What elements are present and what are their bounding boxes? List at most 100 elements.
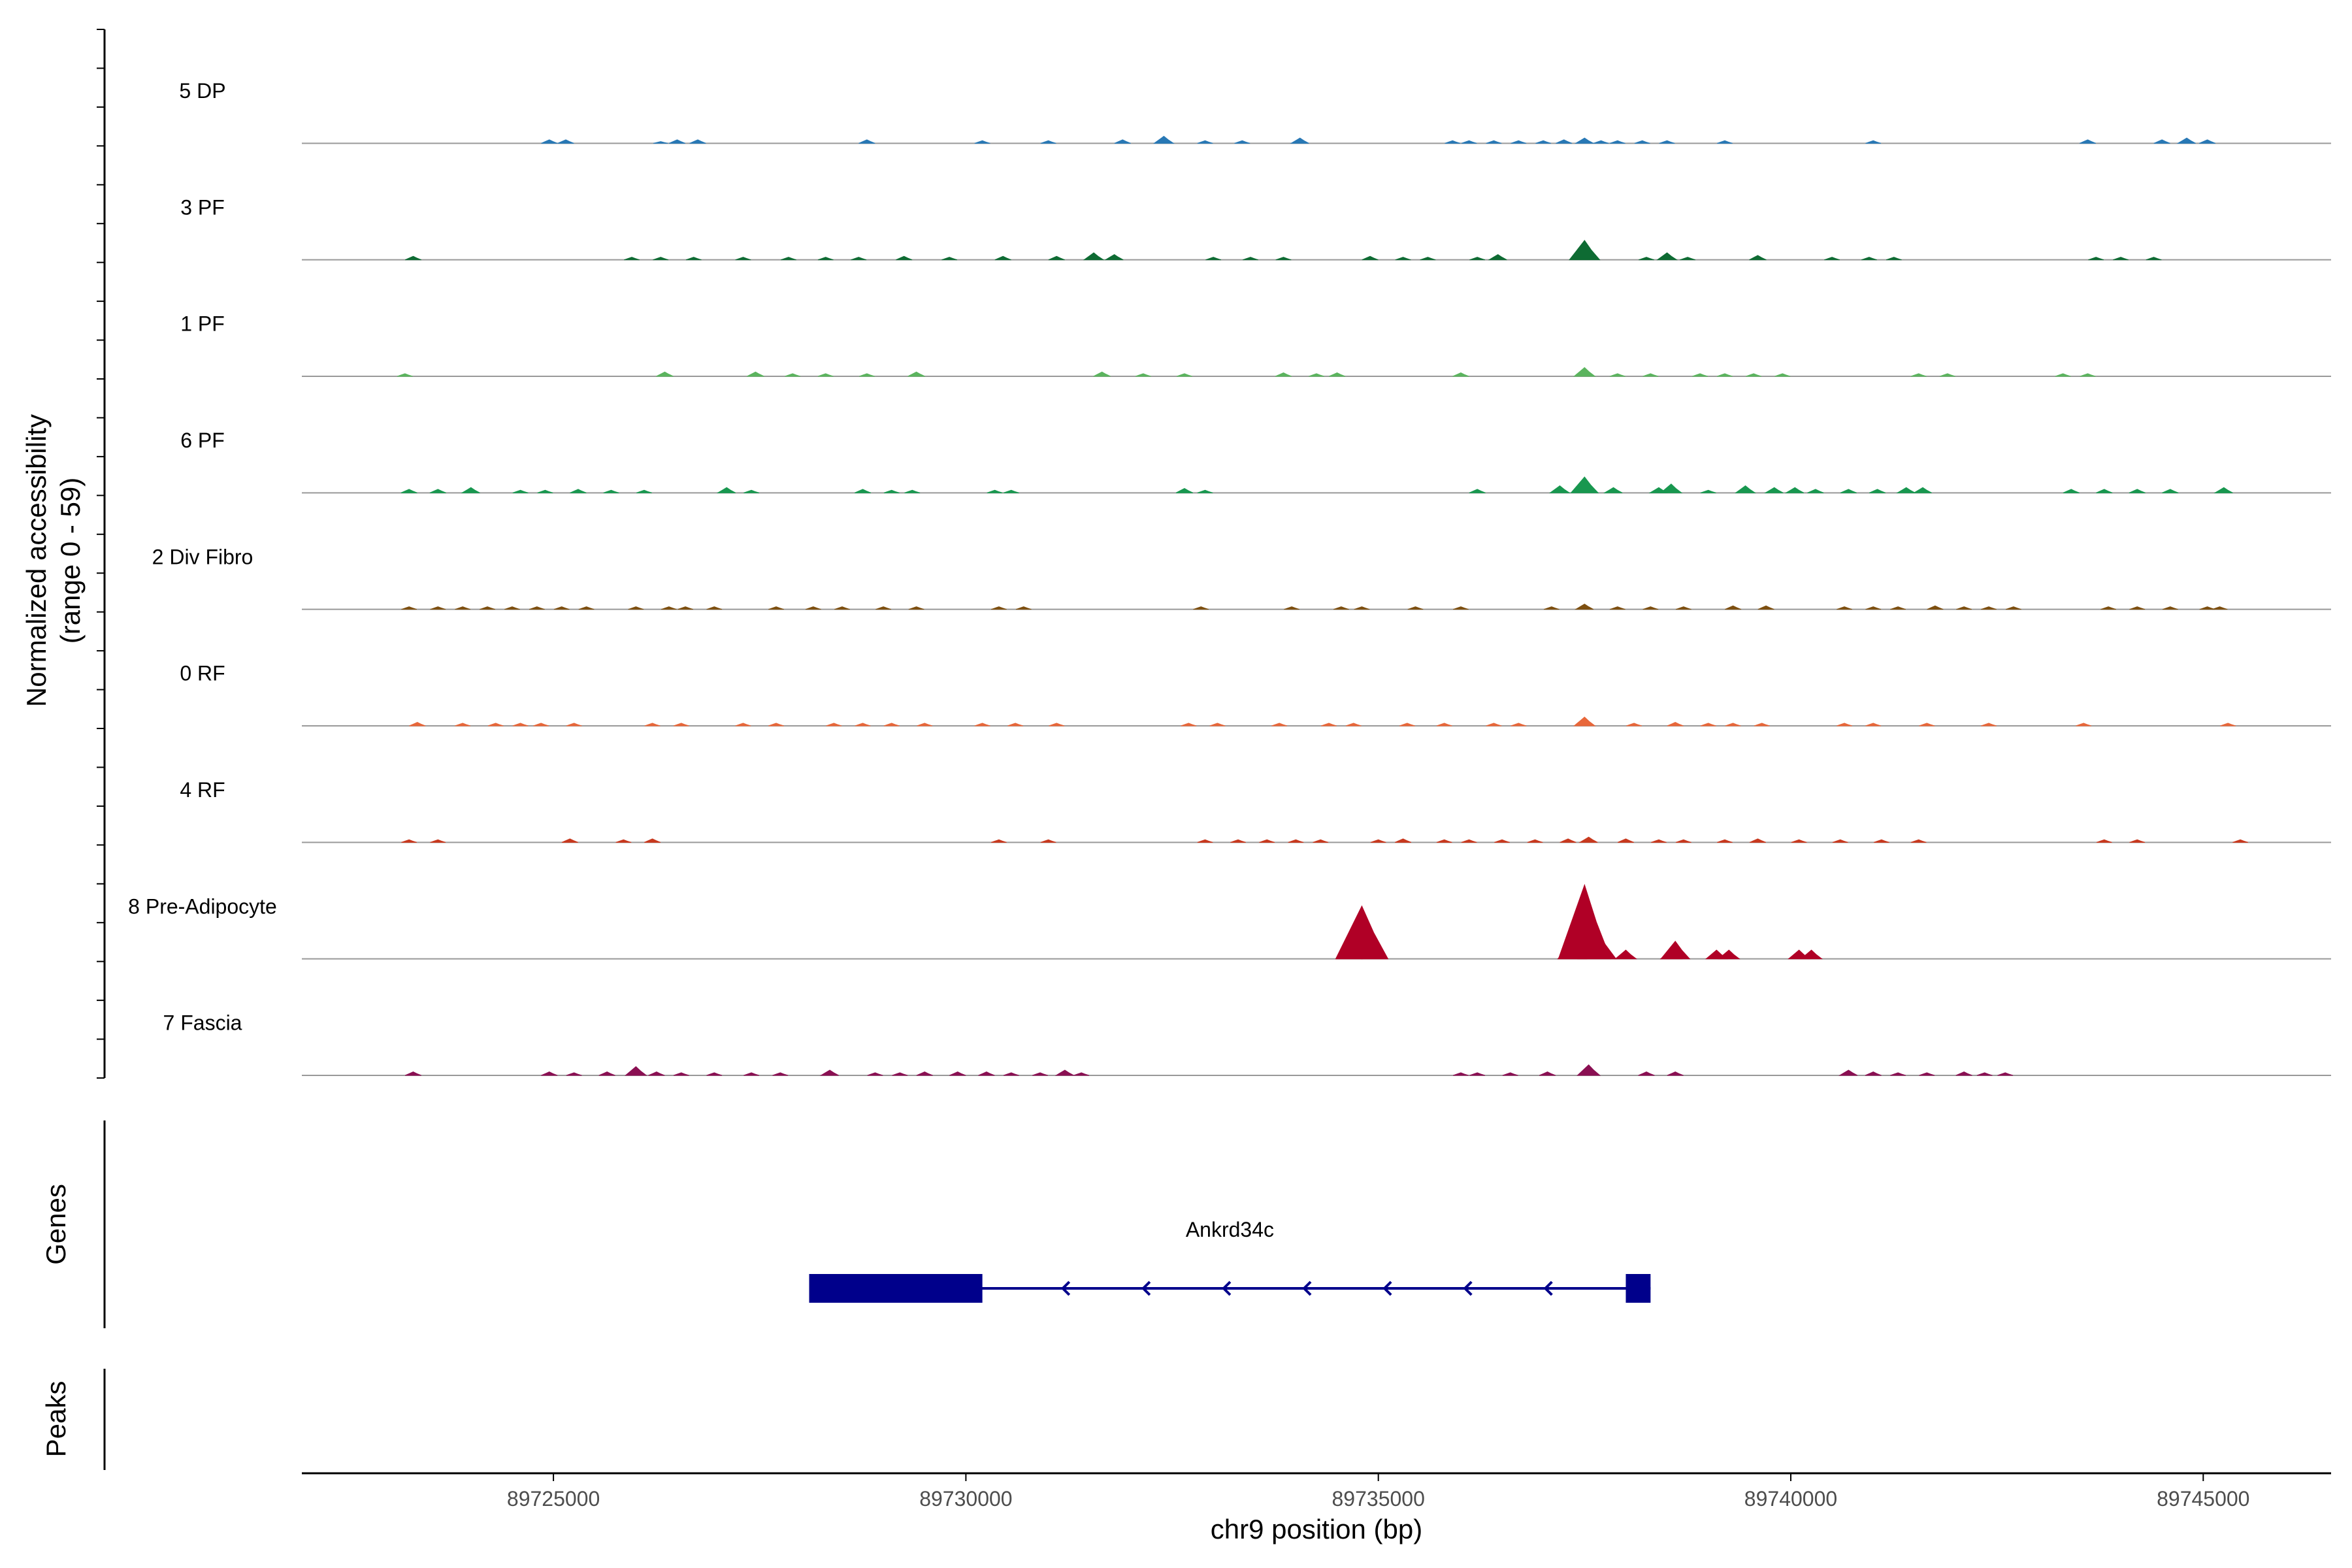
coverage-peak — [1104, 253, 1124, 261]
coverage-peak — [858, 373, 875, 377]
coverage-peak — [430, 839, 446, 843]
coverage-peak — [1197, 140, 1213, 144]
coverage-peak — [1290, 137, 1309, 144]
coverage-peak — [678, 606, 694, 610]
coverage-peak — [1271, 723, 1288, 727]
coverage-peak — [628, 606, 644, 610]
coverage-peak — [1791, 839, 1807, 843]
coverage-peak — [1725, 605, 1742, 610]
coverage-peak — [1452, 606, 1469, 610]
coverage-peak — [1956, 606, 1972, 610]
coverage-peak — [1370, 839, 1386, 843]
coverage-peak — [1890, 606, 1906, 610]
coverage-peak — [1135, 373, 1151, 377]
coverage-peak — [1395, 257, 1411, 261]
coverage-peak — [636, 489, 652, 493]
coverage-peak — [1569, 240, 1601, 261]
coverage-peak — [768, 723, 784, 727]
coverage-peak — [1335, 905, 1389, 960]
coverage-peak — [1639, 257, 1654, 261]
coverage-peak — [673, 723, 689, 727]
coverage-peak — [1764, 487, 1784, 493]
coverage-peak — [785, 373, 801, 377]
coverage-peak — [624, 257, 640, 261]
coverage-peak — [1345, 723, 1362, 727]
coverage-peak — [1865, 1071, 1882, 1076]
coverage-peak — [566, 723, 582, 727]
x-axis-tick-label: 89740000 — [1744, 1487, 1837, 1511]
coverage-peak — [648, 1071, 665, 1076]
coverage-peak — [772, 1072, 789, 1076]
x-axis-tick-label: 89735000 — [1332, 1487, 1425, 1511]
coverage-peak — [1494, 839, 1511, 843]
coverage-peak — [1577, 930, 1617, 960]
coverage-peak — [455, 723, 471, 727]
coverage-peak — [1725, 723, 1741, 727]
coverage-peak — [1003, 489, 1019, 493]
coverage-peak — [907, 371, 925, 377]
coverage-peak — [1659, 140, 1675, 144]
coverage-peak — [2096, 489, 2113, 493]
coverage-peak — [1749, 255, 1767, 261]
coverage-peak — [653, 141, 668, 144]
coverage-peak — [1735, 485, 1757, 493]
coverage-peak — [1511, 723, 1527, 727]
coverage-peak — [916, 1071, 933, 1076]
coverage-peak — [1354, 606, 1370, 610]
coverage-peak — [817, 257, 834, 261]
coverage-peak — [1093, 371, 1111, 377]
coverage-peak — [1153, 135, 1175, 144]
coverage-peak — [817, 373, 834, 377]
coverage-peak — [644, 723, 661, 727]
coverage-peak — [624, 1066, 647, 1076]
coverage-peak — [990, 839, 1007, 843]
coverage-peak — [570, 489, 587, 493]
x-axis-tick-label: 89725000 — [507, 1487, 600, 1511]
coverage-peak — [1617, 838, 1635, 843]
coverage-peak — [1667, 722, 1684, 727]
coverage-peak — [706, 1072, 723, 1076]
peaks-side-label: Peaks — [41, 1381, 71, 1458]
coverage-peak — [1573, 367, 1596, 377]
coverage-peak — [480, 606, 496, 610]
coverage-peak — [2055, 373, 2071, 377]
coverage-peak — [1981, 606, 1997, 610]
coverage-peak — [1873, 839, 1889, 843]
coverage-peak — [2162, 489, 2179, 493]
coverage-peak — [1407, 606, 1424, 610]
coverage-peak — [2088, 257, 2104, 261]
coverage-peak — [1399, 723, 1415, 727]
coverage-peak — [1651, 839, 1667, 843]
coverage-peak — [1197, 489, 1213, 493]
coverage-peak — [1865, 140, 1882, 144]
coverage-peak — [1560, 838, 1576, 843]
coverage-peak — [1717, 949, 1740, 960]
coverage-peak — [1890, 1072, 1906, 1076]
coverage-peak — [768, 606, 784, 610]
coverage-peak — [1394, 838, 1412, 843]
coverage-peak — [1073, 1072, 1090, 1076]
coverage-peak — [1309, 373, 1324, 377]
coverage-peak — [487, 723, 504, 727]
track-label: 6 PF — [180, 429, 225, 452]
x-axis-label: chr9 position (bp) — [1211, 1514, 1423, 1544]
coverage-peak — [1642, 373, 1659, 377]
coverage-peak — [1774, 373, 1791, 377]
coverage-peak — [541, 1071, 558, 1076]
coverage-peak — [1576, 1064, 1601, 1076]
coverage-peak — [1436, 839, 1452, 843]
coverage-peak — [2232, 839, 2249, 843]
coverage-peak — [1638, 1071, 1655, 1076]
coverage-peak — [1049, 723, 1065, 727]
coverage-peak — [974, 723, 990, 727]
coverage-peak — [1861, 257, 1877, 261]
coverage-peak — [1910, 839, 1927, 843]
coverage-peak — [1114, 139, 1131, 144]
coverage-peak — [735, 257, 751, 261]
coverage-peak — [987, 489, 1003, 493]
coverage-tracks: 5 DP 3 PF 1 PF 6 PF 2 Div Fibro 0 RF 4 RF 8 Pre… — [128, 79, 2331, 1076]
coverage-peak — [1838, 1070, 1858, 1076]
coverage-peak — [1869, 489, 1886, 493]
coverage-peak — [1209, 723, 1226, 727]
coverage-peak — [1976, 1072, 1993, 1076]
